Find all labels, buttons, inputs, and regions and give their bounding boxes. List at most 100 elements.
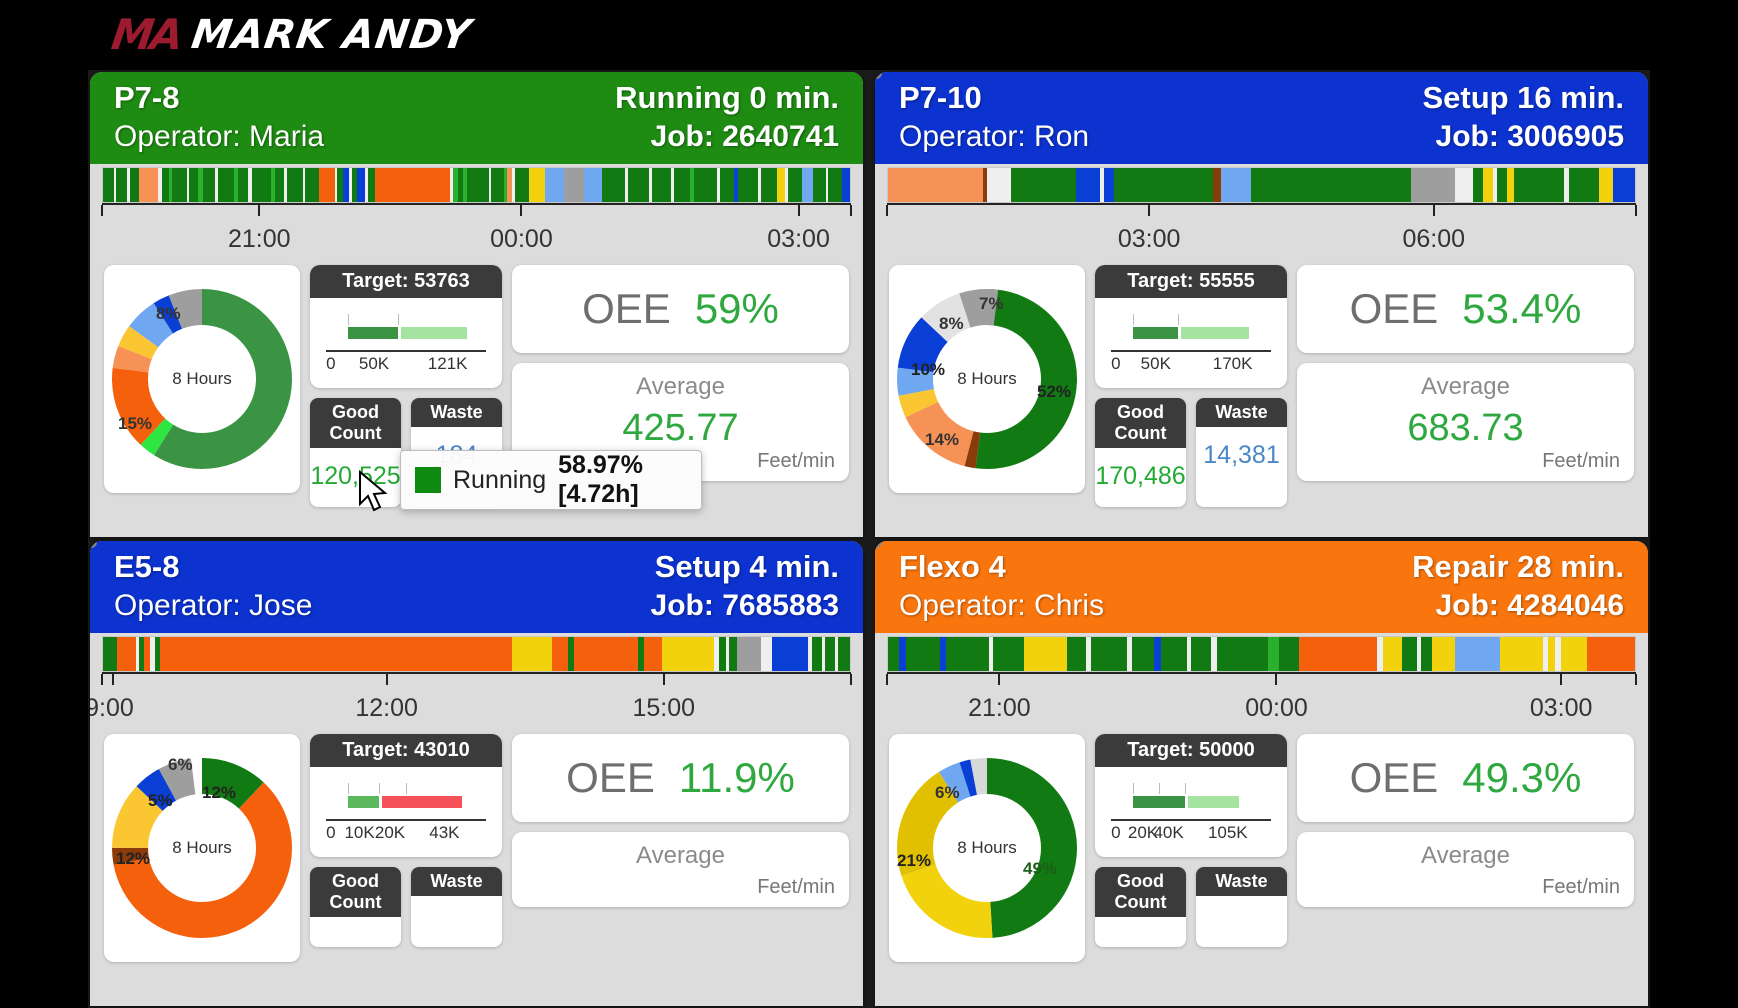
- waste-card[interactable]: Waste 14,381: [1196, 398, 1287, 507]
- panel-settings-gear-icon[interactable]: [875, 541, 887, 553]
- target-card[interactable]: Target: 55555 0 50K 170K: [1095, 265, 1287, 388]
- oee-card[interactable]: OEE 49.3%: [1297, 734, 1634, 822]
- timeline-segment: [627, 168, 650, 202]
- axis-tick-label: 21:00: [228, 225, 291, 253]
- timeline-segment: [1507, 168, 1515, 202]
- timeline-segment: [760, 168, 777, 202]
- timeline-segment: [271, 168, 275, 202]
- machine-panel-p7-8[interactable]: P7-8 Running 0 min. Operator: Maria Job:…: [90, 72, 863, 537]
- timeline-segment: [189, 168, 199, 202]
- timeline-segment: [1075, 168, 1100, 202]
- timeline-segment: [1213, 168, 1222, 202]
- average-unit: Feet/min: [1542, 876, 1620, 898]
- axis-tick: [1432, 205, 1435, 216]
- timeline-segment: [834, 637, 839, 671]
- target-tick: 20K: [1127, 823, 1159, 842]
- donut-slice-changeover: [896, 289, 1077, 469]
- oee-card[interactable]: OEE 53.4%: [1297, 265, 1634, 353]
- donut-slice-repair: [111, 758, 292, 938]
- timeline-segment: [671, 168, 675, 202]
- state-donut-chart[interactable]: 8 Hours 7% 8% 10% 14% 52%: [889, 265, 1085, 493]
- operator-label: Operator: Ron: [899, 120, 1090, 153]
- job-label: Job: 4284046: [1435, 589, 1624, 622]
- timeline-segment: [838, 637, 850, 671]
- state-donut-chart[interactable]: 8 Hours 6% 5% 12% 12%: [104, 734, 300, 962]
- machine-panel-flexo-4[interactable]: Flexo 4 Repair 28 min. Operator: Chris J…: [875, 541, 1648, 1006]
- axis-tick: [1275, 674, 1278, 685]
- timeline-segment: [348, 168, 353, 202]
- timeline-segment: [662, 637, 714, 671]
- good-count-card[interactable]: Good Count: [1095, 867, 1186, 947]
- timeline-segment: [564, 168, 585, 202]
- panel-settings-gear-icon[interactable]: [875, 72, 887, 84]
- target-tick: 0: [1111, 823, 1121, 842]
- timeline-segment: [888, 637, 900, 671]
- target-card[interactable]: Target: 43010 0 10K: [310, 734, 502, 857]
- timeline-segment: [186, 168, 190, 202]
- timeline-segment: [302, 168, 306, 202]
- timeline-segment: [1103, 168, 1114, 202]
- timeline-segment: [776, 168, 786, 202]
- timeline-bar[interactable]: [887, 636, 1636, 672]
- state-donut-chart[interactable]: 8 Hours 6% 21% 49%: [889, 734, 1085, 962]
- timeline-segment: [1298, 637, 1377, 671]
- target-tick: 40K: [1153, 823, 1184, 842]
- donut-slice-down: [896, 758, 1077, 938]
- timeline-segment: [1279, 637, 1299, 671]
- good-count-card[interactable]: Good Count 170,486: [1095, 398, 1186, 507]
- timeline-segment: [217, 168, 234, 202]
- axis-tick: [797, 205, 800, 216]
- axis-tick: [850, 674, 852, 685]
- good-count-card[interactable]: Good Count: [310, 867, 401, 947]
- timeline-segment: [198, 168, 203, 202]
- timeline-bar[interactable]: [887, 167, 1636, 203]
- donut-slice-other: [111, 289, 292, 469]
- timeline-segment: [514, 168, 529, 202]
- state-donut-chart[interactable]: 8 Hours 8% 15%: [104, 265, 300, 493]
- timeline-segment: [1127, 637, 1132, 671]
- target-tick: 50K: [1140, 354, 1171, 373]
- timeline-segment: [450, 168, 454, 202]
- timeline-segment: [906, 637, 941, 671]
- timeline-segment: [158, 168, 162, 202]
- timeline-segment: [1402, 637, 1417, 671]
- machine-panel-e5-8[interactable]: E5-8 Setup 4 min. Operator: Jose Job: 76…: [90, 541, 863, 1006]
- panel-settings-gear-icon[interactable]: [90, 541, 102, 553]
- waste-card[interactable]: Waste: [1196, 867, 1287, 947]
- oee-card[interactable]: OEE 59%: [512, 265, 849, 353]
- timeline-segment: [139, 637, 145, 671]
- target-fill-actual: [1133, 796, 1185, 808]
- timeline-segment: [574, 637, 638, 671]
- donut-center-label: 8 Hours: [957, 369, 1017, 388]
- timeline-bar[interactable]: [102, 167, 851, 203]
- timeline-segment: [568, 637, 575, 671]
- waste-card[interactable]: Waste: [411, 867, 502, 947]
- timeline-segment: [719, 168, 734, 202]
- target-fill-remaining: [401, 327, 467, 339]
- machine-panel-p7-10[interactable]: P7-10 Setup 16 min. Operator: Ron Job: 3…: [875, 72, 1648, 537]
- timeline-segment: [1542, 637, 1549, 671]
- target-card[interactable]: Target: 50000 0 20K: [1095, 734, 1287, 857]
- timeline-segment: [674, 168, 691, 202]
- timeline-axis: [101, 672, 852, 694]
- timeline-segment: [760, 637, 773, 671]
- oee-card[interactable]: OEE 11.9%: [512, 734, 849, 822]
- timeline-bar[interactable]: [102, 636, 851, 672]
- average-card[interactable]: Average Feet/min: [1297, 832, 1634, 907]
- operator-label: Operator: Maria: [114, 120, 325, 153]
- timeline-segment: [251, 168, 272, 202]
- target-card[interactable]: Target: 53763 0 50K 121K: [310, 265, 502, 388]
- donut-pct-label: 15%: [118, 414, 152, 433]
- timeline-segment: [248, 168, 252, 202]
- timeline-segment: [788, 168, 803, 202]
- timeline-segment: [1548, 637, 1556, 671]
- good-count-value: [310, 917, 401, 947]
- machine-status: Repair 28 min.: [1412, 549, 1624, 584]
- good-count-card[interactable]: Good Count 120,525: [310, 398, 401, 507]
- timeline-segment: [1411, 168, 1456, 202]
- donut-pct-label: 12%: [202, 783, 236, 802]
- average-card[interactable]: Average 683.73 Feet/min: [1297, 363, 1634, 481]
- timeline-segment: [1568, 168, 1599, 202]
- target-tick: 43K: [429, 823, 460, 842]
- average-card[interactable]: Average Feet/min: [512, 832, 849, 907]
